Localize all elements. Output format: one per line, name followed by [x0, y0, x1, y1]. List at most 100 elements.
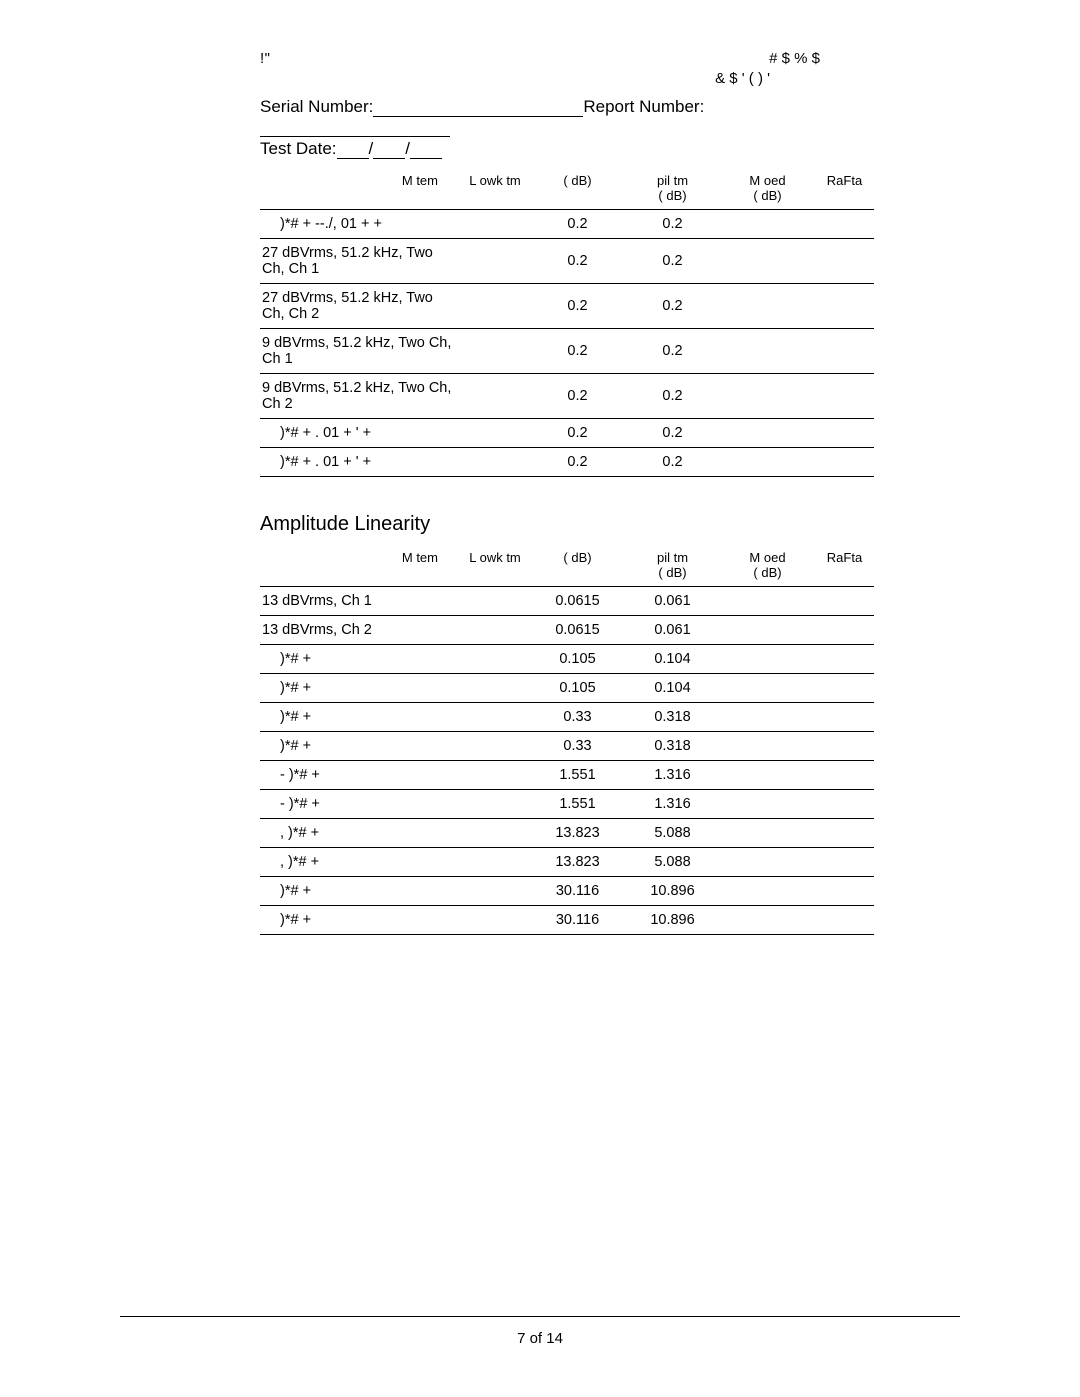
measured-cell: [720, 374, 815, 419]
serial-number-field: [373, 101, 583, 117]
min-cell: 1.551: [530, 761, 625, 790]
item-cell: )*# + . 01 + ' +: [260, 448, 460, 477]
max-cell: 5.088: [625, 819, 720, 848]
lower-cell: [460, 790, 530, 819]
max-cell: 0.104: [625, 645, 720, 674]
col-lower-header: L owk tm: [460, 546, 530, 587]
item-cell: )*# + . 01 + ' +: [260, 419, 460, 448]
report-number-field: [260, 121, 450, 137]
lower-cell: [460, 703, 530, 732]
lower-cell: [460, 419, 530, 448]
measured-cell: [720, 616, 815, 645]
lower-cell: [460, 732, 530, 761]
measured-cell: [720, 732, 815, 761]
measured-cell: [720, 329, 815, 374]
lower-cell: [460, 848, 530, 877]
col-pf-header: RaFta: [815, 546, 874, 587]
lower-cell: [460, 329, 530, 374]
test-date-field-1: [337, 143, 369, 159]
lower-cell: [460, 616, 530, 645]
col-meas-header: M oed( dB): [720, 546, 815, 587]
min-cell: 0.105: [530, 674, 625, 703]
passfail-cell: [815, 239, 874, 284]
table-2-header-row: M tem L owk tm ( dB) pil tm( dB) M oed( …: [260, 546, 874, 587]
passfail-cell: [815, 587, 874, 616]
min-cell: 30.116: [530, 877, 625, 906]
item-cell: )*# +: [260, 703, 460, 732]
passfail-cell: [815, 906, 874, 935]
col-meas-header: M oed( dB): [720, 169, 815, 210]
passfail-cell: [815, 848, 874, 877]
min-cell: 0.2: [530, 284, 625, 329]
passfail-cell: [815, 819, 874, 848]
table-row: )*# +30.11610.896: [260, 877, 874, 906]
test-date-row: Test Date://: [260, 139, 870, 159]
report-number-label: Report Number:: [583, 97, 704, 116]
table-row: )*# +30.11610.896: [260, 906, 874, 935]
header-right-2: & $ ' ( ) ': [715, 70, 770, 87]
item-cell: 9 dBVrms, 51.2 kHz, Two Ch, Ch 1: [260, 329, 460, 374]
max-cell: 0.2: [625, 419, 720, 448]
measured-cell: [720, 587, 815, 616]
min-cell: 0.2: [530, 419, 625, 448]
measured-cell: [720, 848, 815, 877]
min-cell: 13.823: [530, 848, 625, 877]
max-cell: 0.061: [625, 587, 720, 616]
measured-cell: [720, 790, 815, 819]
table-row: )*# +0.330.318: [260, 703, 874, 732]
table-row: )*# +0.1050.104: [260, 645, 874, 674]
measured-cell: [720, 877, 815, 906]
min-cell: 30.116: [530, 906, 625, 935]
min-cell: 0.33: [530, 732, 625, 761]
passfail-cell: [815, 284, 874, 329]
max-cell: 0.2: [625, 448, 720, 477]
max-cell: 0.2: [625, 210, 720, 239]
test-date-label: Test Date:: [260, 139, 337, 158]
table-row: 13 dBVrms, Ch 10.06150.061: [260, 587, 874, 616]
min-cell: 0.2: [530, 329, 625, 374]
max-cell: 10.896: [625, 877, 720, 906]
col-max-header: pil tm( dB): [625, 546, 720, 587]
max-cell: 0.2: [625, 329, 720, 374]
table-row: )*# +0.1050.104: [260, 674, 874, 703]
col-lower-header: L owk tm: [460, 169, 530, 210]
item-cell: 27 dBVrms, 51.2 kHz, Two Ch, Ch 1: [260, 239, 460, 284]
item-cell: )*# +: [260, 906, 460, 935]
table-row: 13 dBVrms, Ch 20.06150.061: [260, 616, 874, 645]
lower-cell: [460, 284, 530, 329]
measured-cell: [720, 761, 815, 790]
passfail-cell: [815, 790, 874, 819]
passfail-cell: [815, 448, 874, 477]
table-row: )*# + --./, 01 + +0.20.2: [260, 210, 874, 239]
table-2: M tem L owk tm ( dB) pil tm( dB) M oed( …: [260, 546, 874, 935]
table-row: - )*# +1.5511.316: [260, 790, 874, 819]
table-row: 27 dBVrms, 51.2 kHz, Two Ch, Ch 20.20.2: [260, 284, 874, 329]
max-cell: 0.061: [625, 616, 720, 645]
item-cell: 9 dBVrms, 51.2 kHz, Two Ch, Ch 2: [260, 374, 460, 419]
table-row: 9 dBVrms, 51.2 kHz, Two Ch, Ch 1 0.20.2: [260, 329, 874, 374]
measured-cell: [720, 239, 815, 284]
item-cell: - )*# +: [260, 790, 460, 819]
table-row: )*# + . 01 + ' +0.20.2: [260, 448, 874, 477]
max-cell: 0.2: [625, 239, 720, 284]
max-cell: 0.318: [625, 732, 720, 761]
max-cell: 5.088: [625, 848, 720, 877]
passfail-cell: [815, 329, 874, 374]
item-cell: )*# +: [260, 645, 460, 674]
table-row: 9 dBVrms, 51.2 kHz, Two Ch, Ch 20.20.2: [260, 374, 874, 419]
min-cell: 0.0615: [530, 587, 625, 616]
col-min-header: ( dB): [530, 169, 625, 210]
max-cell: 0.104: [625, 674, 720, 703]
item-cell: )*# +: [260, 732, 460, 761]
min-cell: 0.2: [530, 210, 625, 239]
table-row: 27 dBVrms, 51.2 kHz, Two Ch, Ch 10.20.2: [260, 239, 874, 284]
col-item-header: M tem: [260, 546, 460, 587]
item-cell: 27 dBVrms, 51.2 kHz, Two Ch, Ch 2: [260, 284, 460, 329]
lower-cell: [460, 906, 530, 935]
table-1-header-row: M tem L owk tm ( dB) pil tm( dB) M oed( …: [260, 169, 874, 210]
min-cell: 0.33: [530, 703, 625, 732]
footer-divider: [120, 1316, 960, 1317]
table-row: )*# + . 01 + ' + 0.20.2: [260, 419, 874, 448]
lower-cell: [460, 877, 530, 906]
table-row: , )*# +13.8235.088: [260, 848, 874, 877]
